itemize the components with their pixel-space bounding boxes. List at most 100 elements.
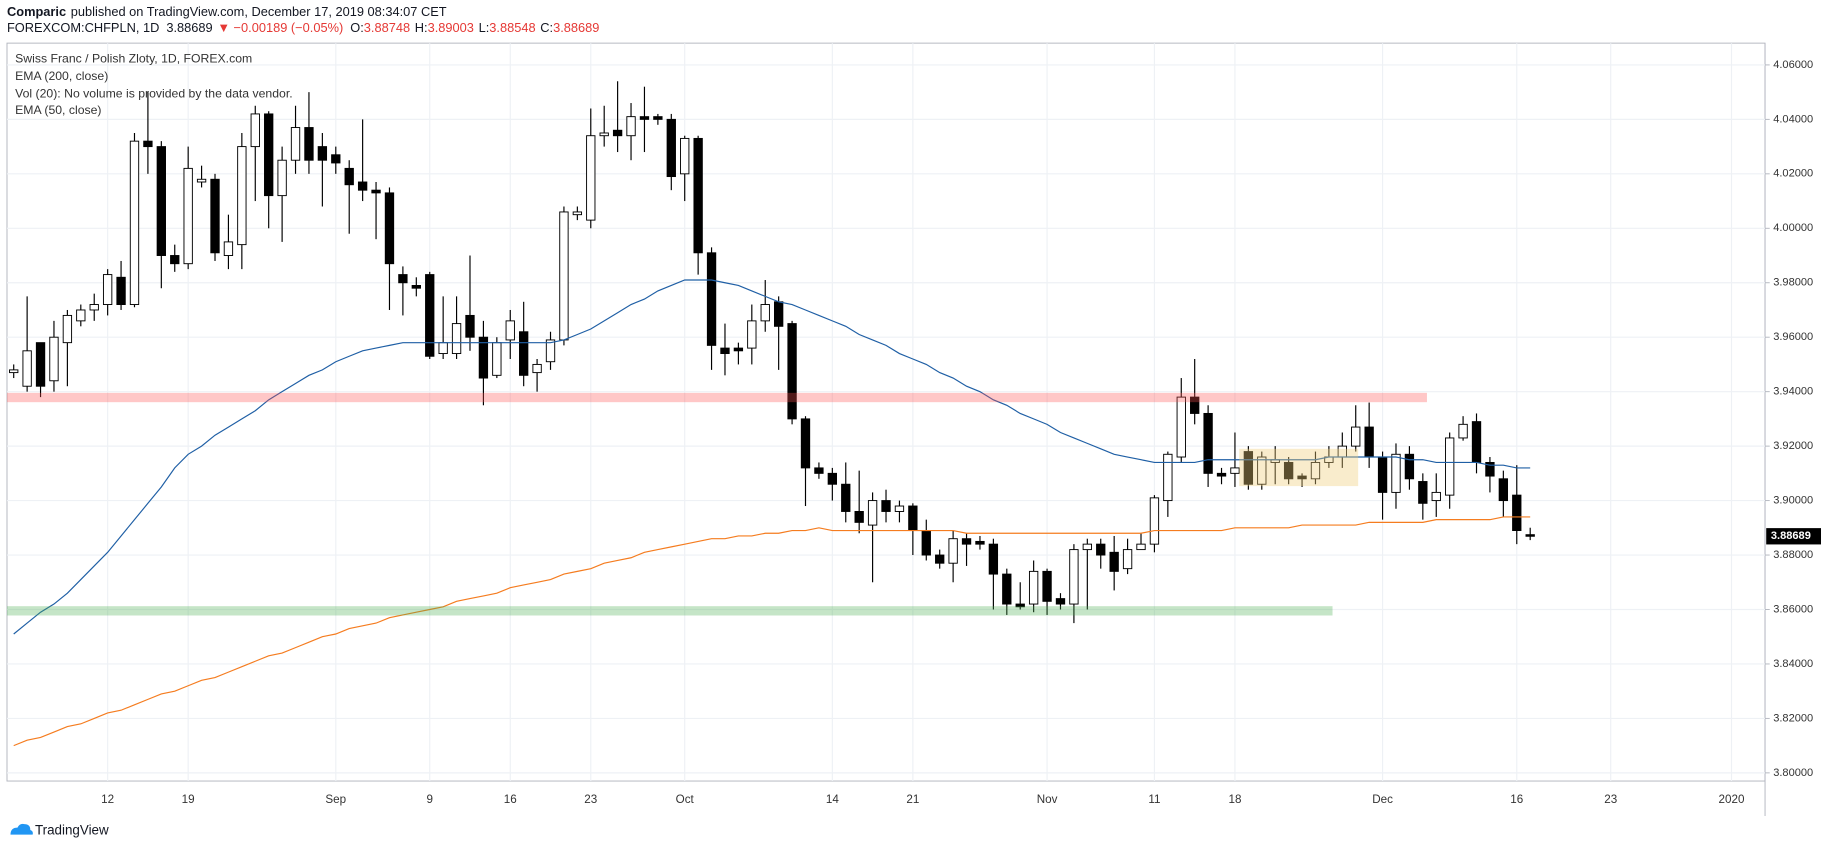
candle-body xyxy=(559,211,569,341)
candle-body xyxy=(250,113,260,148)
x-tick-label: Dec xyxy=(1372,793,1393,806)
ohlc-value: 3.88548 xyxy=(489,21,535,36)
candle-body xyxy=(1404,453,1415,480)
candle-body xyxy=(49,336,59,382)
candle-body xyxy=(1512,494,1522,531)
candle-body xyxy=(800,418,811,469)
candle-body xyxy=(317,146,328,161)
ema-line xyxy=(13,516,1531,747)
candle-body xyxy=(116,276,126,305)
candle-body xyxy=(1243,451,1254,485)
ohlc-value: 3.88689 xyxy=(553,21,599,36)
x-tick-label: 11 xyxy=(1148,793,1160,806)
candle-body xyxy=(196,178,207,183)
symbol: FOREXCOM:CHFPLN, 1D xyxy=(7,21,159,36)
candle-body xyxy=(223,241,234,256)
y-tick-label: 4.02000 xyxy=(1773,168,1813,180)
x-tick-label: 23 xyxy=(584,793,597,806)
candle-body xyxy=(545,339,556,363)
legend: Swiss Franc / Polish Zloty, 1D, FOREX.co… xyxy=(15,52,292,117)
y-tick-label: 4.04000 xyxy=(1773,113,1813,125)
candle-body xyxy=(1445,437,1455,496)
legend-entry: EMA (200, close) xyxy=(15,69,108,83)
ohlc-label: L: xyxy=(479,21,490,36)
candle-body xyxy=(599,132,609,137)
candle-body xyxy=(411,285,421,289)
candle-body xyxy=(867,500,878,526)
consolidation-box xyxy=(1239,448,1359,487)
candle-body xyxy=(1391,453,1401,493)
x-tick-label: 19 xyxy=(182,793,195,806)
logo-icon xyxy=(10,823,33,835)
y-tick-label: 3.92000 xyxy=(1773,440,1813,452)
candle-body xyxy=(465,314,475,338)
y-tick-label: 4.00000 xyxy=(1773,222,1813,234)
header-line-2: FOREXCOM:CHFPLN, 1D 3.88689 ▼ −0.00189 (−0… xyxy=(7,21,599,36)
candle-body xyxy=(344,167,354,186)
candle-body xyxy=(706,252,717,346)
candle-body xyxy=(1377,456,1388,493)
candle-body xyxy=(290,127,301,161)
candle-body xyxy=(1042,570,1052,602)
candle-body xyxy=(22,350,32,387)
candle-body xyxy=(988,543,999,575)
candle-body xyxy=(935,554,945,564)
candle-body xyxy=(35,342,46,387)
candle-body xyxy=(1431,491,1441,502)
candle-body xyxy=(1015,603,1025,608)
last-price-tag xyxy=(1766,528,1822,545)
candle-body xyxy=(854,511,864,523)
change: ▼ −0.00189 (−0.05%) xyxy=(217,21,343,36)
x-tick-label: Sep xyxy=(325,793,346,806)
x-tick-label: Oct xyxy=(676,793,695,806)
x-tick-label: 16 xyxy=(504,793,517,806)
header-line-1: Comparic published on TradingView.com, De… xyxy=(7,4,447,19)
candle-body xyxy=(89,304,99,311)
candle-body xyxy=(1176,396,1186,458)
last-price: 3.88689 xyxy=(166,21,212,36)
candle-body xyxy=(1216,472,1227,477)
candle-body xyxy=(1028,570,1039,605)
x-tick-label: Nov xyxy=(1037,793,1058,806)
candle-body xyxy=(921,530,931,556)
candle-body xyxy=(156,146,166,256)
candle-body xyxy=(881,500,891,512)
candle-body xyxy=(357,181,368,191)
candle-body xyxy=(425,274,435,357)
candle-body xyxy=(1190,396,1200,414)
candle-body xyxy=(451,323,462,355)
candle-body xyxy=(1418,481,1428,504)
candle-body xyxy=(1163,453,1173,502)
candle-body xyxy=(787,323,797,420)
candle-body xyxy=(1109,551,1119,572)
candle-body xyxy=(1069,549,1079,605)
candle-body xyxy=(1283,461,1294,480)
candle-body xyxy=(1149,497,1160,545)
candle-body xyxy=(693,137,703,254)
y-tick-label: 3.84000 xyxy=(1773,658,1813,670)
candle-body xyxy=(1310,461,1321,480)
candle-body xyxy=(1485,461,1495,477)
candle-body xyxy=(492,342,502,376)
candle-body xyxy=(1122,549,1133,570)
candle-body xyxy=(1055,598,1066,605)
resistance-zone xyxy=(6,392,1427,403)
y-tick-label: 3.90000 xyxy=(1773,495,1813,507)
candle-body xyxy=(170,255,180,265)
candle-body xyxy=(975,540,985,545)
y-tick-label: 3.88000 xyxy=(1773,549,1813,561)
ohlc-label: H: xyxy=(415,21,428,36)
candle-body xyxy=(639,116,650,120)
candle-body xyxy=(1257,456,1267,485)
x-tick-label: 18 xyxy=(1228,793,1241,806)
footer-brand: TradingView xyxy=(35,823,109,838)
candle-body xyxy=(519,331,529,376)
ohlc-label: C: xyxy=(540,21,553,36)
candle-body xyxy=(720,347,730,355)
x-tick-label: 14 xyxy=(826,793,839,806)
x-tick-label: 21 xyxy=(906,793,919,806)
candle-body xyxy=(9,369,19,374)
candle-body xyxy=(505,320,515,341)
ohlc-value: 3.89003 xyxy=(428,21,474,36)
candle-body xyxy=(1525,534,1535,537)
